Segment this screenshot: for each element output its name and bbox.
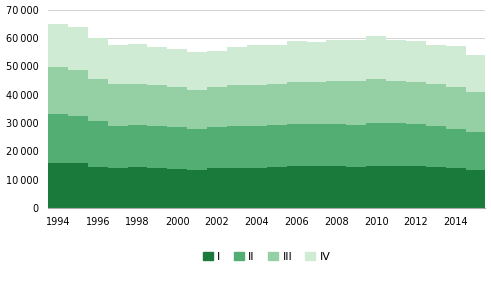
Bar	[287, 166, 306, 208]
Bar	[267, 85, 287, 125]
Bar	[88, 79, 108, 121]
Bar	[247, 126, 267, 168]
Bar	[287, 82, 306, 124]
Bar	[465, 92, 486, 132]
Bar	[108, 169, 128, 208]
Bar	[227, 47, 247, 85]
Bar	[465, 132, 486, 170]
Bar	[346, 125, 366, 167]
Bar	[167, 49, 187, 87]
Bar	[147, 168, 167, 208]
Bar	[68, 163, 88, 208]
Bar	[247, 168, 267, 208]
Bar	[446, 46, 465, 87]
Bar	[187, 170, 207, 208]
Bar	[68, 116, 88, 163]
Bar	[48, 67, 68, 114]
Bar	[306, 166, 327, 208]
Bar	[366, 123, 386, 165]
Bar	[227, 168, 247, 208]
Bar	[48, 162, 68, 208]
Bar	[426, 85, 446, 126]
Bar	[287, 124, 306, 166]
Bar	[366, 165, 386, 208]
Bar	[446, 129, 465, 169]
Bar	[207, 169, 227, 208]
Bar	[366, 79, 386, 123]
Bar	[48, 24, 68, 67]
Bar	[207, 51, 227, 87]
Bar	[147, 85, 167, 126]
Bar	[406, 41, 426, 82]
Bar	[167, 169, 187, 208]
Bar	[68, 70, 88, 116]
Legend: I, II, III, IV: I, II, III, IV	[198, 248, 335, 267]
Bar	[167, 127, 187, 169]
Bar	[147, 47, 167, 85]
Bar	[187, 129, 207, 170]
Bar	[366, 36, 386, 79]
Bar	[48, 114, 68, 162]
Bar	[386, 40, 406, 81]
Bar	[426, 167, 446, 208]
Bar	[187, 52, 207, 90]
Bar	[227, 126, 247, 168]
Bar	[327, 124, 346, 165]
Bar	[287, 41, 306, 82]
Bar	[207, 127, 227, 169]
Bar	[346, 81, 366, 125]
Bar	[327, 81, 346, 124]
Bar	[406, 82, 426, 124]
Bar	[187, 90, 207, 129]
Bar	[68, 27, 88, 70]
Bar	[465, 55, 486, 92]
Bar	[108, 85, 128, 126]
Bar	[267, 45, 287, 85]
Bar	[446, 87, 465, 129]
Bar	[128, 44, 147, 84]
Bar	[88, 121, 108, 167]
Bar	[147, 126, 167, 168]
Bar	[306, 124, 327, 166]
Bar	[327, 40, 346, 81]
Bar	[306, 82, 327, 124]
Bar	[386, 81, 406, 123]
Bar	[267, 167, 287, 208]
Bar	[346, 167, 366, 208]
Bar	[128, 84, 147, 125]
Bar	[386, 123, 406, 165]
Bar	[88, 38, 108, 79]
Bar	[426, 45, 446, 85]
Bar	[108, 45, 128, 85]
Bar	[406, 124, 426, 166]
Bar	[426, 126, 446, 167]
Bar	[227, 85, 247, 126]
Bar	[247, 85, 267, 126]
Bar	[346, 40, 366, 81]
Bar	[386, 165, 406, 208]
Bar	[306, 42, 327, 82]
Bar	[88, 167, 108, 208]
Bar	[267, 125, 287, 167]
Bar	[128, 125, 147, 167]
Bar	[446, 169, 465, 208]
Bar	[247, 45, 267, 85]
Bar	[167, 87, 187, 127]
Bar	[207, 87, 227, 127]
Bar	[327, 165, 346, 208]
Bar	[128, 167, 147, 208]
Bar	[406, 166, 426, 208]
Bar	[465, 170, 486, 208]
Bar	[108, 126, 128, 169]
